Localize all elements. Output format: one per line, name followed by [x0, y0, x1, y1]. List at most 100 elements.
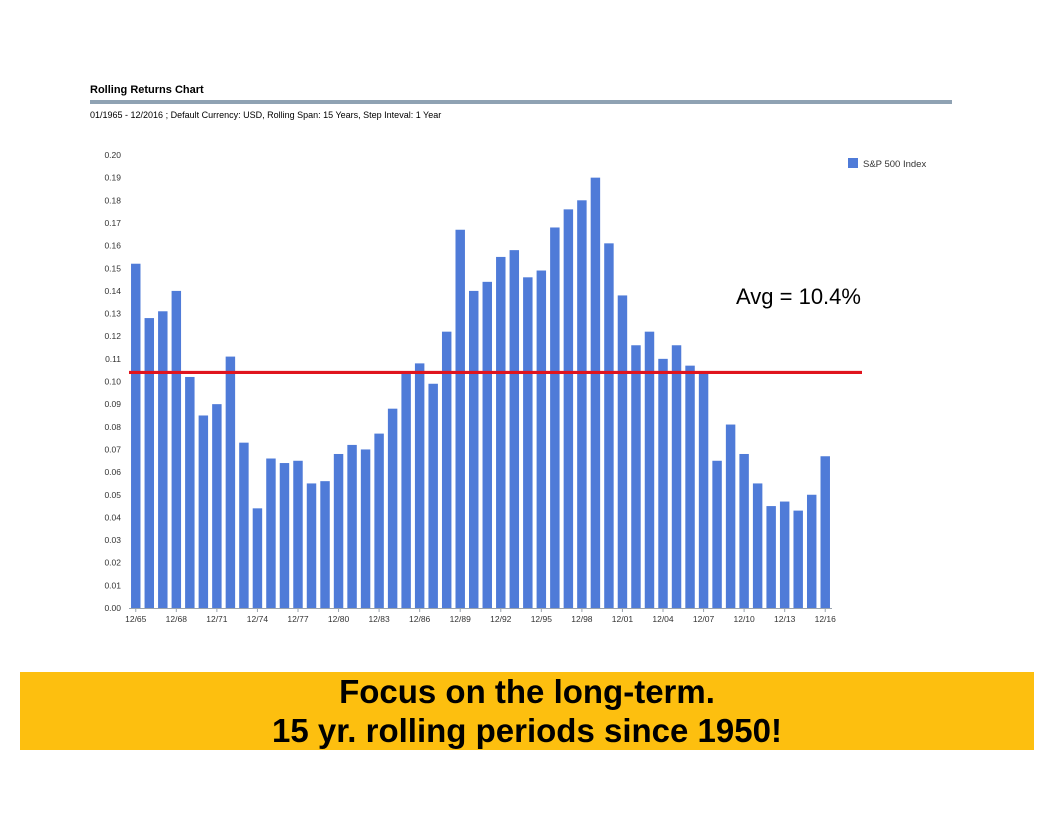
bar-12-92: [496, 256, 506, 608]
x-tick-label: 12/77: [287, 614, 309, 624]
y-tick-label: 0.03: [104, 535, 121, 545]
bar-12-87: [428, 383, 438, 608]
x-axis: 12/65 12/68 12/71 12/74 12/77 12/80 12/83 12/86…: [125, 608, 836, 624]
bar-12-89: [455, 229, 465, 608]
x-tick-label: 12/92: [490, 614, 512, 624]
x-tick-label: 12/95: [531, 614, 553, 624]
x-tick-label: 12/98: [571, 614, 593, 624]
y-tick-label: 0.14: [104, 286, 121, 296]
bar-12-77: [293, 460, 303, 608]
takeaway-banner: Focus on the long-term. 15 yr. rolling p…: [20, 672, 1034, 750]
bar-12-93: [509, 250, 520, 608]
bar-12-79: [320, 481, 330, 608]
x-tick-label: 12/13: [774, 614, 796, 624]
bar-12-12: [766, 506, 776, 608]
bar-12-05: [671, 345, 682, 608]
bar-12-74: [252, 508, 263, 608]
y-tick-label: 0.06: [104, 467, 121, 477]
chart-title: Rolling Returns Chart: [90, 84, 204, 96]
bar-12-83: [374, 433, 384, 608]
bar-12-72: [225, 356, 236, 608]
bar-12-97: [563, 209, 574, 609]
bar-12-95: [536, 270, 547, 608]
banner-line-1: Focus on the long-term.: [339, 673, 715, 710]
bar-12-81: [347, 444, 357, 608]
x-tick-label: 12/10: [733, 614, 755, 624]
bar-12-03: [644, 331, 655, 608]
bar-12-68: [171, 290, 182, 608]
y-tick-label: 0.15: [104, 263, 121, 273]
legend-swatch: [848, 158, 858, 168]
y-tick-label: 0.01: [104, 580, 121, 590]
bar-12-07: [698, 372, 709, 608]
bar-12-82: [360, 449, 371, 608]
banner-line-2: 15 yr. rolling periods since 1950!: [272, 712, 782, 749]
bar-12-65: [131, 263, 141, 608]
average-line-group: Avg = 10.4%: [129, 284, 862, 375]
bar-12-85: [401, 372, 411, 608]
bar-12-69: [185, 376, 195, 608]
bar-12-71: [212, 404, 222, 608]
bar-12-15: [806, 494, 817, 608]
y-tick-label: 0.17: [104, 218, 121, 228]
y-tick-label: 0.10: [104, 377, 121, 387]
x-tick-label: 12/74: [247, 614, 269, 624]
x-tick-label: 12/01: [612, 614, 634, 624]
bar-12-80: [333, 453, 344, 608]
bar-12-98: [577, 200, 587, 609]
y-tick-label: 0.00: [104, 603, 121, 613]
bar-12-06: [685, 365, 695, 608]
bar-12-08: [712, 460, 722, 608]
bar-12-09: [725, 424, 736, 608]
legend: S&P 500 Index: [848, 158, 926, 170]
bar-12-02: [631, 345, 641, 608]
average-label: Avg = 10.4%: [736, 284, 861, 309]
bar-12-10: [739, 453, 749, 608]
y-tick-label: 0.19: [104, 173, 121, 183]
x-tick-label: 12/80: [328, 614, 350, 624]
bar-12-66: [144, 318, 155, 608]
y-tick-label: 0.18: [104, 195, 121, 205]
bar-12-90: [469, 290, 479, 608]
rolling-returns-chart: 0.00 0.01 0.02 0.03 0.04 0.05 0.06 0.07 0.08 0.09…: [104, 150, 926, 624]
y-tick-label: 0.04: [104, 512, 121, 522]
legend-label: S&P 500 Index: [863, 159, 926, 170]
bar-12-84: [387, 408, 398, 608]
x-tick-label: 12/04: [652, 614, 674, 624]
bar-12-04: [658, 358, 668, 608]
bar-12-70: [198, 415, 209, 608]
bar-12-91: [482, 281, 492, 608]
bar-12-16: [820, 456, 830, 608]
y-tick-label: 0.16: [104, 241, 121, 251]
bars: [131, 177, 830, 609]
y-axis: 0.00 0.01 0.02 0.03 0.04 0.05 0.06 0.07 0.08 0.09…: [104, 150, 121, 613]
bar-12-96: [550, 227, 560, 609]
x-tick-label: 12/83: [368, 614, 390, 624]
y-tick-label: 0.09: [104, 399, 121, 409]
y-tick-label: 0.13: [104, 309, 121, 319]
x-tick-label: 12/68: [166, 614, 188, 624]
x-tick-label: 12/71: [206, 614, 228, 624]
bar-12-75: [266, 458, 276, 608]
y-tick-label: 0.20: [104, 150, 121, 160]
y-tick-label: 0.05: [104, 490, 121, 500]
bar-12-76: [279, 463, 290, 608]
bar-12-88: [441, 331, 452, 608]
bar-12-01: [617, 295, 628, 608]
y-tick-label: 0.07: [104, 444, 121, 454]
y-tick-label: 0.02: [104, 558, 121, 568]
bar-12-00: [604, 243, 614, 608]
bar-12-14: [793, 510, 803, 608]
chart-subtitle: 01/1965 - 12/2016 ; Default Currency: US…: [90, 110, 442, 120]
bar-12-13: [779, 501, 790, 608]
x-tick-label: 12/65: [125, 614, 147, 624]
x-tick-label: 12/89: [450, 614, 472, 624]
y-tick-label: 0.11: [105, 354, 121, 364]
bar-12-99: [590, 177, 601, 608]
bar-12-11: [752, 483, 763, 608]
title-rule: [90, 100, 952, 104]
bar-12-67: [158, 311, 168, 608]
bar-12-94: [523, 277, 533, 608]
bar-12-86: [414, 363, 425, 608]
